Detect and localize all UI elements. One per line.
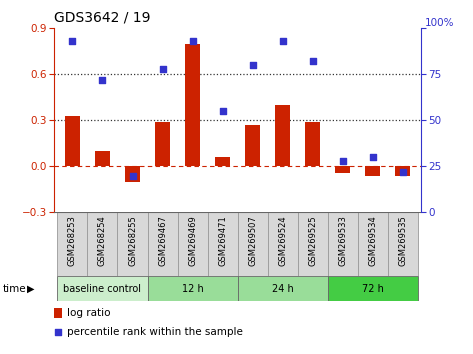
Text: 72 h: 72 h: [362, 284, 384, 293]
Point: [99, 77, 106, 83]
Point: [219, 108, 227, 114]
Text: GSM269469: GSM269469: [188, 216, 197, 266]
Text: GSM269507: GSM269507: [248, 216, 257, 266]
Text: GSM268254: GSM268254: [98, 216, 107, 266]
Text: GSM269534: GSM269534: [368, 216, 377, 266]
Text: GSM268255: GSM268255: [128, 216, 137, 266]
Bar: [88, 212, 117, 276]
Bar: [57, 276, 148, 301]
Text: GSM269471: GSM269471: [218, 216, 227, 266]
Point: [369, 154, 377, 160]
Text: GSM269535: GSM269535: [398, 216, 407, 266]
Bar: [238, 212, 268, 276]
Point: [69, 38, 76, 44]
Point: [129, 173, 136, 178]
Bar: [148, 212, 177, 276]
Bar: [305, 122, 320, 166]
Text: baseline control: baseline control: [63, 284, 141, 293]
Bar: [245, 125, 260, 166]
Text: 12 h: 12 h: [182, 284, 203, 293]
Text: GSM269524: GSM269524: [278, 216, 287, 266]
Bar: [298, 212, 328, 276]
Text: 24 h: 24 h: [272, 284, 294, 293]
Bar: [268, 212, 298, 276]
Text: GSM268253: GSM268253: [68, 216, 77, 267]
Text: ▶: ▶: [27, 284, 35, 293]
Bar: [155, 122, 170, 166]
Text: GSM269467: GSM269467: [158, 216, 167, 267]
Bar: [388, 212, 418, 276]
Bar: [177, 212, 208, 276]
Text: 100%: 100%: [425, 18, 455, 28]
Bar: [57, 212, 88, 276]
Point: [159, 66, 166, 72]
Bar: [54, 308, 62, 318]
Bar: [65, 116, 80, 166]
Point: [189, 38, 196, 44]
Text: log ratio: log ratio: [67, 308, 111, 318]
Bar: [148, 276, 238, 301]
Bar: [238, 276, 328, 301]
Bar: [335, 166, 350, 172]
Bar: [95, 151, 110, 166]
Bar: [125, 166, 140, 182]
Bar: [117, 212, 148, 276]
Bar: [275, 105, 290, 166]
Bar: [365, 166, 380, 176]
Point: [309, 59, 316, 64]
Bar: [185, 44, 200, 166]
Point: [55, 329, 62, 335]
Text: percentile rank within the sample: percentile rank within the sample: [67, 327, 243, 337]
Bar: [208, 212, 238, 276]
Bar: [215, 157, 230, 166]
Point: [249, 62, 256, 68]
Bar: [395, 166, 411, 176]
Bar: [328, 212, 358, 276]
Point: [399, 169, 407, 175]
Bar: [358, 212, 388, 276]
Point: [339, 158, 347, 164]
Text: GSM269525: GSM269525: [308, 216, 317, 266]
Text: GDS3642 / 19: GDS3642 / 19: [54, 10, 151, 24]
Text: time: time: [2, 284, 26, 293]
Text: GSM269533: GSM269533: [338, 216, 347, 267]
Bar: [328, 276, 418, 301]
Point: [279, 38, 287, 44]
